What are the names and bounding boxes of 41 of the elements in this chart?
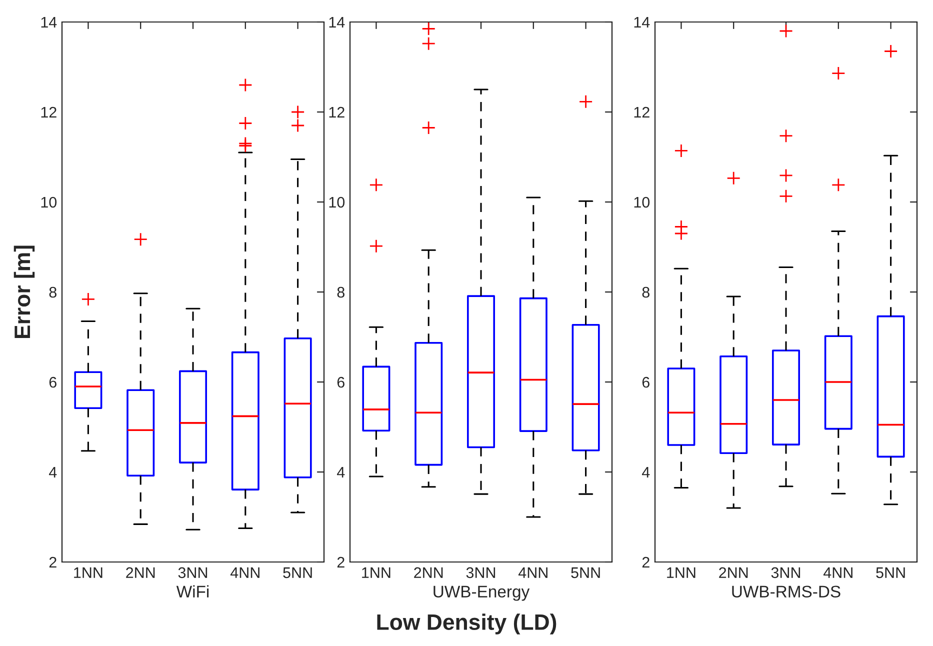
- y-tick-label: 12: [634, 106, 650, 118]
- y-tick-label: 8: [337, 286, 344, 298]
- x-axis-title: UWB-RMS-DS: [732, 586, 840, 598]
- y-tick-label: 2: [49, 556, 56, 568]
- y-tick-label: 4: [48, 467, 57, 478]
- x-tick-label: 3NN: [466, 567, 496, 578]
- x-axis-title: UWB-Energy: [434, 586, 530, 601]
- y-tick-label: 10: [41, 196, 57, 208]
- y-tick-label: 12: [329, 106, 344, 118]
- x-tick-label: 4NN: [518, 567, 548, 578]
- x-tick-label: 2NN: [719, 567, 748, 578]
- x-tick-label: 4NN: [230, 567, 260, 578]
- x-tick-label: 2NN: [414, 567, 443, 578]
- y-tick-label: 6: [49, 376, 56, 388]
- x-tick-label: 5NN: [876, 567, 905, 578]
- y-tick-label: 14: [41, 17, 57, 28]
- x-tick-label: 3NN: [178, 567, 208, 578]
- y-tick-label: 6: [337, 376, 344, 388]
- y-tick-label: 14: [634, 17, 650, 28]
- y-tick-label: 4: [336, 467, 345, 478]
- y-axis-title: Error [m]: [14, 246, 35, 338]
- x-tick-label: 1NN: [74, 567, 102, 578]
- y-tick-label: 4: [642, 467, 650, 478]
- y-tick-label: 2: [337, 556, 344, 568]
- y-tick-label: 2: [642, 556, 650, 568]
- text: Low Density (LD): [377, 614, 556, 634]
- y-tick-label: 8: [49, 286, 56, 298]
- x-tick-label: 1NN: [667, 567, 696, 578]
- y-tick-label: 10: [329, 196, 345, 208]
- y-tick-label: 6: [642, 376, 650, 388]
- x-tick-label: 5NN: [571, 567, 600, 578]
- y-tick-label: 10: [634, 196, 650, 208]
- y-tick-label: 8: [642, 286, 650, 298]
- x-tick-label: 2NN: [126, 567, 155, 578]
- y-tick-label: 14: [329, 17, 345, 28]
- x-tick-label: 5NN: [283, 567, 312, 578]
- x-axis-title: WiFi: [176, 585, 209, 598]
- x-tick-label: 4NN: [823, 567, 852, 578]
- y-tick-label: 12: [41, 106, 56, 118]
- x-tick-label: 3NN: [771, 567, 800, 578]
- x-tick-label: 1NN: [362, 567, 390, 578]
